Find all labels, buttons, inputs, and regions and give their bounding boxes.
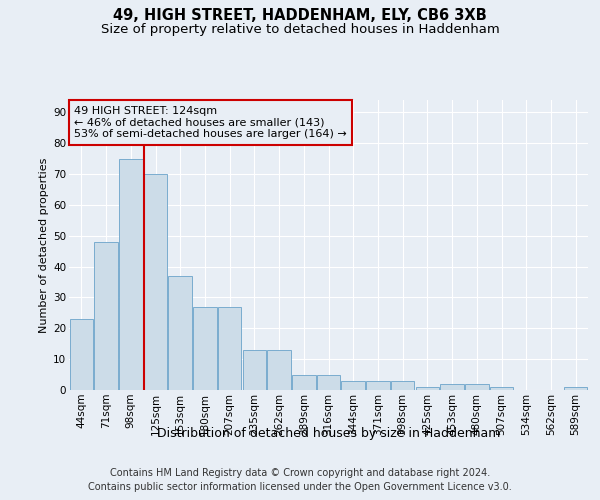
Text: 49, HIGH STREET, HADDENHAM, ELY, CB6 3XB: 49, HIGH STREET, HADDENHAM, ELY, CB6 3XB — [113, 8, 487, 22]
Bar — [465, 384, 488, 390]
Bar — [193, 306, 217, 390]
Text: Distribution of detached houses by size in Haddenham: Distribution of detached houses by size … — [157, 428, 500, 440]
Bar — [490, 387, 513, 390]
Bar — [169, 276, 192, 390]
Text: Contains HM Land Registry data © Crown copyright and database right 2024.: Contains HM Land Registry data © Crown c… — [110, 468, 490, 477]
Bar — [94, 242, 118, 390]
Bar — [341, 380, 365, 390]
Text: Size of property relative to detached houses in Haddenham: Size of property relative to detached ho… — [101, 22, 499, 36]
Bar — [416, 387, 439, 390]
Bar — [366, 380, 389, 390]
Bar — [440, 384, 464, 390]
Bar — [119, 158, 143, 390]
Bar — [391, 380, 415, 390]
Bar — [242, 350, 266, 390]
Bar — [292, 374, 316, 390]
Bar — [218, 306, 241, 390]
Bar — [144, 174, 167, 390]
Bar — [70, 319, 93, 390]
Bar — [268, 350, 291, 390]
Bar — [317, 374, 340, 390]
Text: Contains public sector information licensed under the Open Government Licence v3: Contains public sector information licen… — [88, 482, 512, 492]
Text: 49 HIGH STREET: 124sqm
← 46% of detached houses are smaller (143)
53% of semi-de: 49 HIGH STREET: 124sqm ← 46% of detached… — [74, 106, 347, 139]
Y-axis label: Number of detached properties: Number of detached properties — [39, 158, 49, 332]
Bar — [564, 387, 587, 390]
